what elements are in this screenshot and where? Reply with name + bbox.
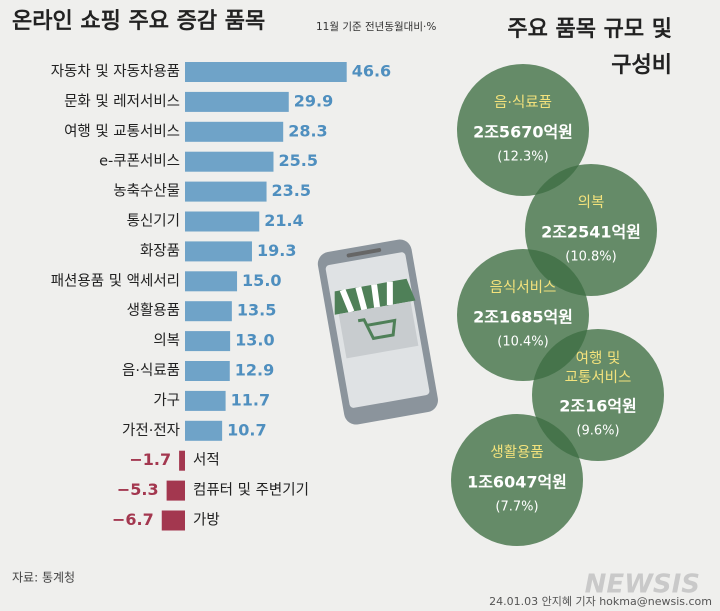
category-label: 서적 [193,452,220,469]
item-name: 의복 [578,194,605,211]
value-label: 13.5 [237,301,276,320]
value-label: −6.7 [112,510,154,529]
composition-title: 구성비 [611,53,672,78]
bar [185,390,226,411]
item-amount: 2조2541억원 [541,223,641,242]
value-label: 21.4 [264,211,303,230]
item-amount: 2조1685억원 [473,308,573,327]
item-name: 여행 및 [576,350,621,367]
item-share: (7.7%) [495,500,538,515]
credit: 24.01.03 안지혜 기자 hokma@newsis.com [489,595,712,608]
bar [185,241,252,262]
bar [185,301,232,322]
source: 자료: 통계청 [12,571,75,585]
bar [185,91,289,112]
value-label: 19.3 [257,241,296,260]
item-share: (10.4%) [497,335,548,350]
category-label: 자동차 및 자동차용품 [51,63,180,80]
value-label: 46.6 [352,62,391,81]
category-label: 통신기기 [127,213,180,230]
composition-circle [532,329,664,461]
category-label: e-쿠폰서비스 [99,153,180,170]
category-label: 가방 [193,512,220,529]
bar [166,480,185,501]
item-name: 교통서비스 [565,369,632,386]
category-label: 의복 [153,332,180,349]
category-label: 생활용품 [127,302,180,319]
category-label: 여행 및 교통서비스 [64,123,180,140]
bar [185,211,260,232]
category-label: 농축수산물 [113,183,180,200]
bar [185,271,238,292]
category-label: 음·식료품 [122,362,180,379]
bar [161,510,185,531]
value-label: 11.7 [231,390,270,409]
item-amount: 2조5670억원 [473,123,573,142]
category-label: 패션용품 및 액세서리 [51,272,180,289]
category-label: 가구 [153,392,180,409]
bar [185,62,347,82]
value-label: 23.5 [272,181,311,200]
item-share: (12.3%) [497,150,548,165]
bar [185,181,267,202]
category-label: 문화 및 레저서비스 [64,93,180,110]
bar [185,361,230,381]
value-label: 25.5 [278,151,317,170]
bar [179,450,185,471]
phone-illustration [317,239,438,425]
value-label: 10.7 [227,420,266,439]
value-label: 13.0 [235,331,274,350]
category-label: 화장품 [140,242,180,259]
bar [185,121,284,142]
value-label: 12.9 [235,361,274,380]
watermark: NEWSIS [585,570,700,600]
chart-title: 온라인 쇼핑 주요 증감 품목 [12,9,265,34]
composition-circle [451,414,583,546]
item-amount: 1조6047억원 [467,473,567,492]
chart-subtitle: 11월 기준 전년동월대비·% [316,21,436,33]
item-amount: 2조16억원 [559,397,637,416]
item-name: 음·식료품 [494,94,552,111]
value-label: −1.7 [129,450,171,469]
item-name: 음식서비스 [490,279,557,296]
composition-title: 주요 품목 규모 및 [507,17,672,42]
category-label: 컴퓨터 및 주변기기 [193,482,309,499]
bar [185,331,231,352]
item-share: (9.6%) [576,424,619,439]
item-name: 생활용품 [490,444,543,461]
value-label: −5.3 [117,480,159,499]
bar [185,420,223,441]
value-label: 15.0 [242,271,281,290]
category-label: 가전·전자 [122,422,180,439]
composition-circle [457,64,589,196]
bar [185,151,274,172]
value-label: 28.3 [288,121,327,140]
item-share: (10.8%) [565,250,616,265]
value-label: 29.9 [294,91,333,110]
